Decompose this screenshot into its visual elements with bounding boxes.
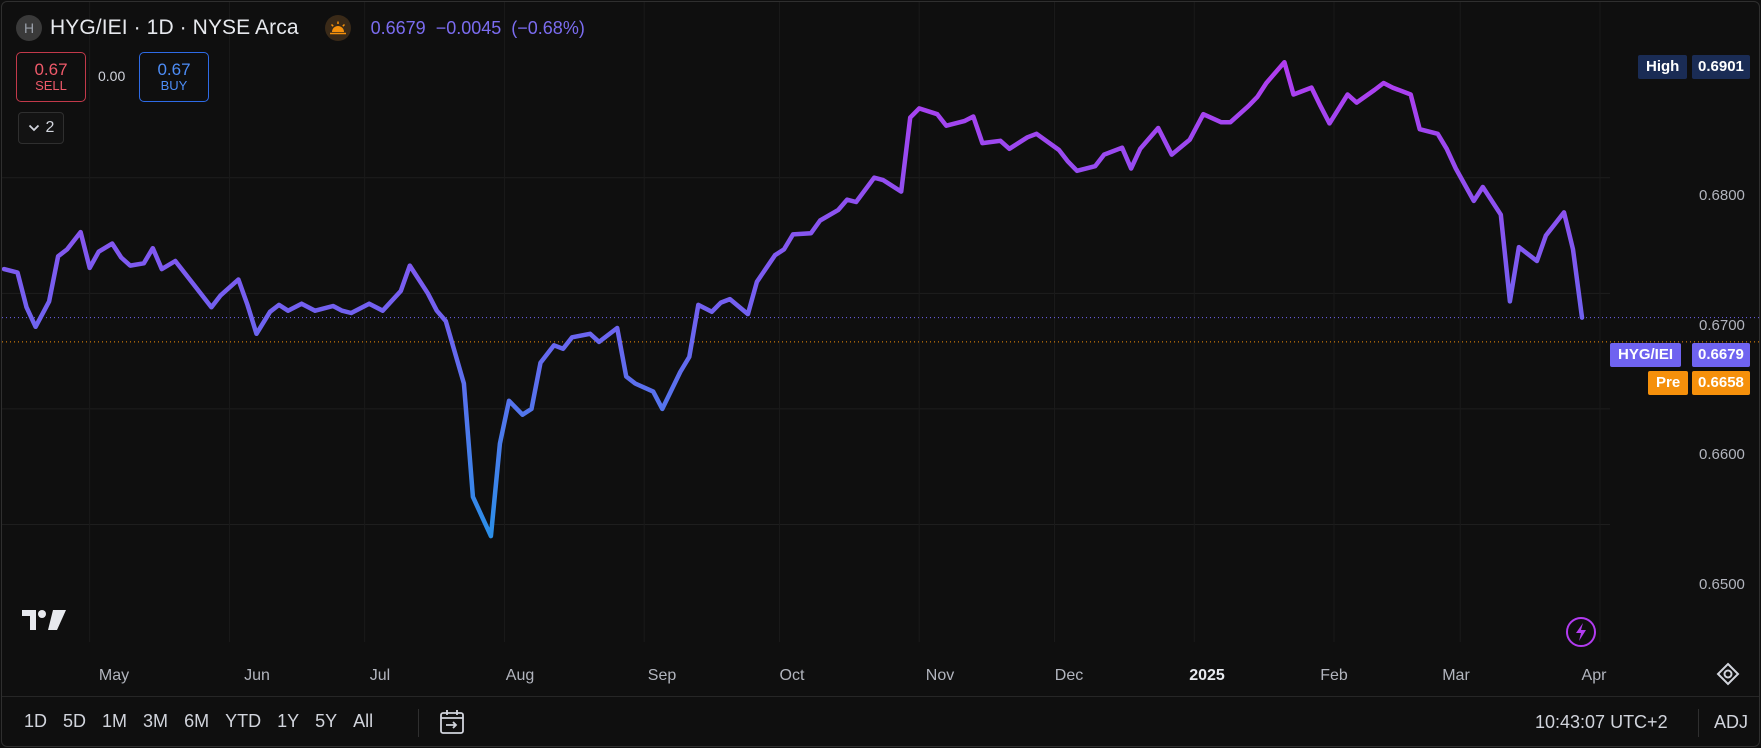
month-label: Oct (779, 667, 805, 684)
range-ytd-button[interactable]: YTD (225, 711, 262, 731)
high-label-tag: High (1638, 55, 1688, 79)
month-label: Nov (925, 667, 955, 684)
price-tick: 0.6700 (1699, 317, 1745, 334)
range-all-button[interactable]: All (353, 711, 374, 731)
price-chart[interactable] (2, 2, 1759, 696)
chevron-down-icon (28, 119, 40, 137)
range-5y-button[interactable]: 5Y (315, 711, 338, 731)
price-tick: 0.6500 (1699, 576, 1745, 593)
range-1d-button[interactable]: 1D (24, 711, 48, 731)
range-1m-button[interactable]: 1M (102, 711, 128, 731)
month-label: Jul (369, 667, 391, 684)
month-label: Mar (1442, 667, 1470, 684)
toolbar-divider (1698, 709, 1699, 737)
chart-header: H HYG/IEI · 1D · NYSE Arca 0.6679 −0.004… (16, 12, 585, 44)
bottom-toolbar: 1D 5D 1M 3M 6M YTD 1Y 5Y All 10:43:07 UT… (2, 696, 1759, 746)
price-change: −0.0045 (435, 17, 502, 38)
month-label: Dec (1054, 667, 1084, 684)
buy-button[interactable]: 0.67 BUY (139, 52, 209, 102)
price-readout: 0.6679 −0.0045 (−0.68%) (371, 18, 585, 39)
spread-value: 0.00 (98, 68, 126, 84)
range-1y-button[interactable]: 1Y (277, 711, 300, 731)
indicators-toggle-button[interactable]: 2 (18, 112, 64, 144)
utc-clock[interactable]: 10:43:07 UTC+2 (1535, 712, 1668, 732)
symbol-title[interactable]: HYG/IEI · 1D · NYSE Arca (50, 16, 299, 39)
month-label: Feb (1320, 667, 1348, 684)
price-change-percent: (−0.68%) (511, 17, 585, 38)
toolbar-divider (418, 709, 419, 737)
date-range-calendar-icon[interactable] (438, 708, 466, 741)
indicators-count: 2 (45, 119, 55, 136)
range-6m-button[interactable]: 6M (184, 711, 210, 731)
sell-button[interactable]: 0.67 SELL (16, 52, 86, 102)
price-tick: 0.6800 (1699, 187, 1745, 204)
premarket-value-tag: 0.6658 (1692, 371, 1750, 395)
sell-price: 0.67 (34, 59, 68, 79)
price-tick: 0.6600 (1699, 446, 1745, 463)
month-label: Jun (244, 667, 270, 684)
buy-label: BUY (160, 78, 188, 94)
symbol-logo[interactable]: H (16, 15, 42, 41)
month-label: 2025 (1189, 667, 1225, 684)
sunrise-icon[interactable] (324, 15, 351, 41)
symbol-label-tag: HYG/IEI (1610, 343, 1682, 367)
buy-price: 0.67 (157, 59, 191, 79)
last-price: 0.6679 (370, 17, 426, 38)
high-value-tag: 0.6901 (1692, 55, 1750, 79)
month-label: Apr (1581, 667, 1607, 684)
lightning-icon[interactable] (1565, 616, 1597, 653)
range-selector: 1D 5D 1M 3M 6M YTD 1Y 5Y All (16, 711, 381, 732)
month-label: Sep (647, 667, 677, 684)
adjustment-toggle-button[interactable]: ADJ (1714, 712, 1749, 732)
premarket-label-tag: Pre (1648, 371, 1689, 395)
month-label: Aug (505, 667, 535, 684)
tradingview-logo-icon[interactable] (22, 608, 66, 637)
range-3m-button[interactable]: 3M (143, 711, 169, 731)
price-line (2, 59, 1585, 539)
gear-icon[interactable] (1716, 662, 1740, 691)
sell-label: SELL (35, 78, 67, 94)
month-label: May (98, 667, 130, 684)
range-5d-button[interactable]: 5D (63, 711, 87, 731)
last-price-tag: 0.6679 (1692, 343, 1750, 367)
